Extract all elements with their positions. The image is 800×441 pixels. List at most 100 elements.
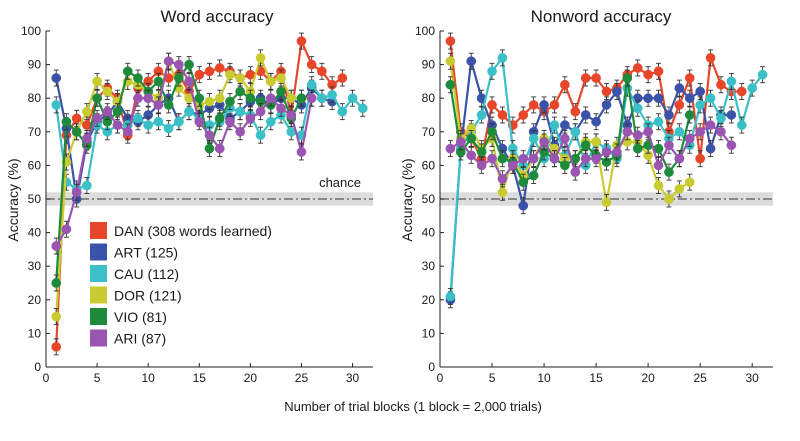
word-point-ari (92, 113, 102, 124)
nonword-point-art (653, 93, 664, 104)
word-point-dor (82, 106, 92, 117)
word-point-dan (204, 66, 215, 77)
word-point-vio (296, 93, 307, 104)
word-point-cau (184, 106, 194, 117)
nonword-point-ari (560, 133, 570, 144)
nonword-y-tick-label: 100 (415, 24, 435, 38)
nonword-point-vio (445, 79, 456, 90)
nonword-point-dan (487, 100, 497, 110)
word-point-vio (112, 106, 123, 117)
word-point-ari (194, 116, 205, 127)
nonword-point-cau (549, 120, 560, 130)
word-point-vio (235, 86, 246, 97)
nonword-x-tick-label: 20 (641, 371, 655, 385)
word-line-art (55, 77, 333, 201)
legend-swatch-vio (90, 308, 107, 325)
nonword-point-vio (664, 167, 674, 177)
word-x-tick-label: 15 (193, 371, 207, 385)
nonword-point-vio (580, 140, 591, 151)
nonword-point-cau (726, 76, 737, 87)
nonword-point-ari (487, 153, 497, 164)
nonword-point-art (726, 110, 737, 120)
nonword-line-art (449, 60, 732, 300)
legend-label-art: ART (125) (114, 245, 178, 261)
nonword-point-vio (684, 110, 695, 120)
nonword-point-dan (695, 153, 706, 164)
word-point-cau (255, 130, 266, 141)
nonword-point-dan (560, 79, 570, 90)
nonword-y-tick-label: 30 (422, 259, 436, 273)
nonword-point-ari (612, 147, 622, 157)
word-point-cau (306, 79, 317, 90)
nonword-point-art (466, 56, 477, 67)
word-y-tick-label: 60 (28, 158, 42, 172)
nonword-point-art (601, 100, 612, 110)
word-point-vio (51, 278, 62, 288)
nonword-x-tick-label: 0 (437, 371, 444, 385)
nonword-point-vio (622, 73, 633, 83)
nonword-x-tick-label: 10 (537, 371, 551, 385)
word-point-dan (214, 63, 225, 73)
word-point-vio (276, 86, 286, 97)
legend-label-dan: DAN (308 words learned) (114, 223, 272, 239)
word-y-tick-label: 50 (28, 192, 42, 206)
nonword-point-cau (632, 103, 643, 114)
nonword-accuracy-title: Nonword accuracy (531, 7, 672, 26)
nonword-y-tick-label: 60 (422, 158, 436, 172)
nonword-point-dor (674, 184, 685, 194)
legend: DAN (308 words learned) ART (125) CAU (112… (90, 222, 272, 347)
word-point-cau (173, 116, 184, 127)
word-point-ari (306, 93, 317, 104)
nonword-point-art (643, 93, 653, 104)
nonword-series-ari (445, 116, 737, 188)
nonword-point-art (695, 86, 706, 97)
nonword-x-tick-label: 15 (589, 371, 603, 385)
word-point-cau (153, 116, 164, 127)
word-point-ari (71, 187, 82, 198)
nonword-point-ari (476, 160, 487, 171)
nonword-point-dor (591, 137, 601, 147)
word-point-vio (92, 93, 102, 104)
word-point-cau (357, 103, 368, 114)
word-x-tick-label: 25 (295, 371, 309, 385)
nonword-point-dor (445, 56, 456, 67)
word-point-cau (347, 93, 358, 104)
nonword-y-tick-label: 80 (422, 91, 436, 105)
word-point-vio (204, 143, 215, 154)
word-point-ari (276, 103, 286, 114)
word-y-tick-label: 40 (28, 226, 42, 240)
nonword-point-dor (601, 197, 612, 208)
nonword-point-ari (726, 140, 737, 151)
nonword-point-ari (664, 140, 674, 151)
x-axis-label: Number of trial blocks (1 block = 2,000 … (284, 399, 542, 414)
nonword-point-dor (684, 177, 695, 188)
word-point-cau (327, 89, 337, 100)
nonword-point-cau (736, 120, 747, 130)
word-point-dan (306, 59, 317, 70)
nonword-point-vio (528, 170, 539, 181)
nonword-point-cau (674, 126, 685, 137)
word-point-ari (61, 224, 72, 235)
word-point-ari (225, 116, 235, 127)
nonword-point-ari (705, 120, 716, 130)
nonword-point-vio (632, 143, 643, 154)
legend-swatch-dan (90, 222, 107, 239)
nonword-x-tick-label: 5 (489, 371, 496, 385)
nonword-point-cau (653, 116, 664, 127)
word-point-dor (225, 69, 235, 80)
nonword-point-art (674, 83, 685, 93)
word-point-dor (102, 86, 113, 97)
nonword-point-dan (705, 53, 716, 63)
word-point-cau (163, 123, 174, 134)
nonword-point-cau (497, 53, 508, 63)
word-point-ari (173, 59, 184, 70)
legend-label-cau: CAU (112) (114, 266, 179, 282)
word-x-tick-label: 10 (142, 371, 156, 385)
nonword-point-dan (518, 110, 529, 120)
word-point-cau (51, 100, 62, 110)
nonword-point-art (560, 120, 570, 130)
nonword-point-ari (455, 137, 466, 147)
word-y-tick-label: 10 (28, 326, 42, 340)
word-point-dor (276, 73, 286, 83)
